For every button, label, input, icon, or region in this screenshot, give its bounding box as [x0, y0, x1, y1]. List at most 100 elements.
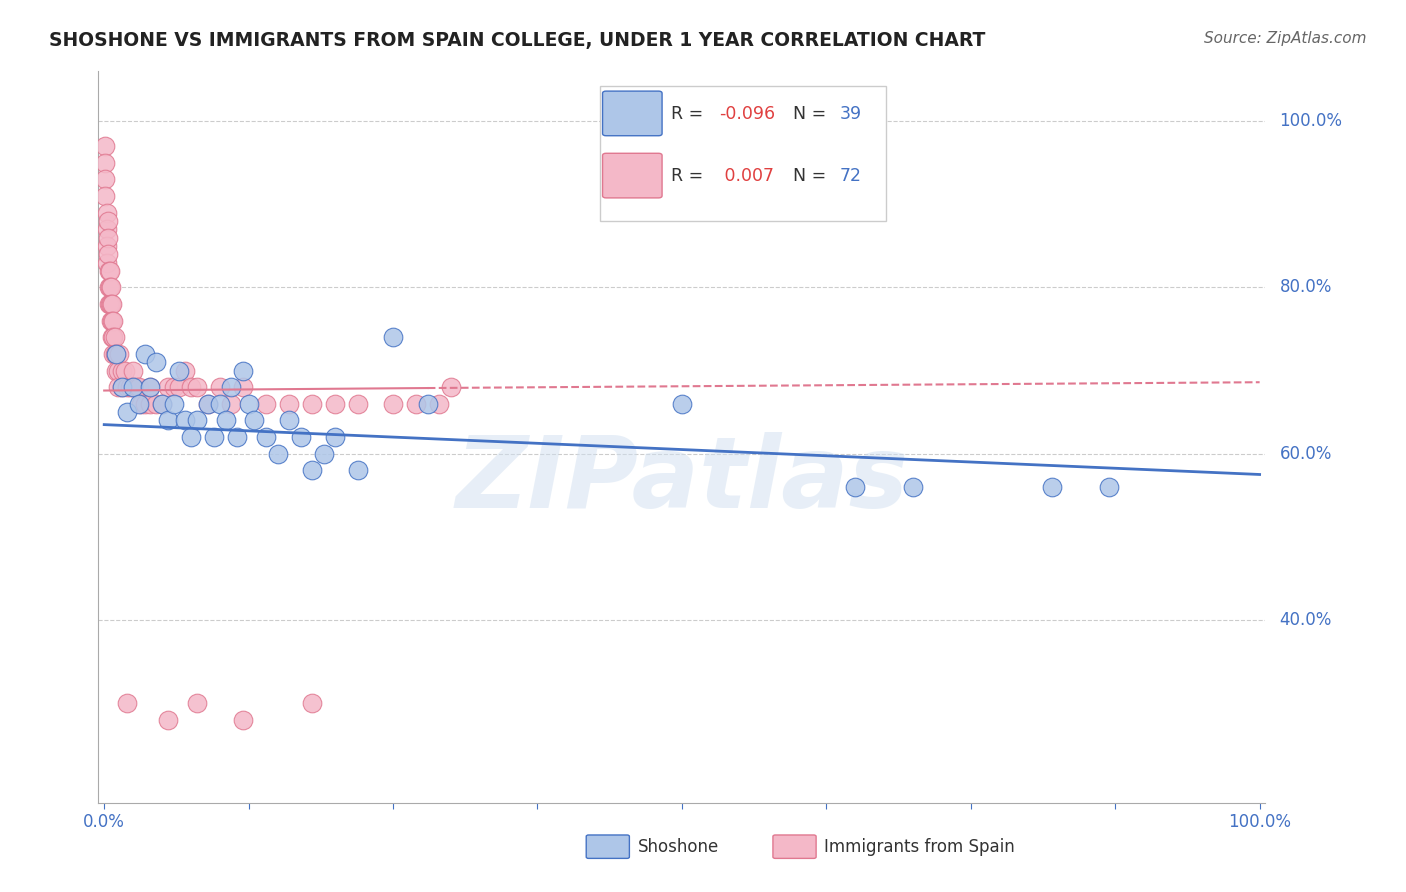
FancyBboxPatch shape: [600, 86, 886, 221]
Point: [347, 463, 370, 477]
Point: [97, 247, 120, 261]
Text: 39: 39: [839, 104, 862, 123]
Point: [122, 380, 145, 394]
Point: [197, 397, 219, 411]
Point: [94, 156, 117, 170]
Point: [103, 347, 125, 361]
Point: [98, 280, 121, 294]
Point: [103, 330, 125, 344]
Point: [266, 447, 288, 461]
Point: [180, 430, 202, 444]
Point: [101, 314, 124, 328]
Point: [107, 380, 129, 394]
Point: [97, 280, 120, 294]
Point: [96, 239, 118, 253]
Point: [150, 397, 173, 411]
Point: [186, 413, 208, 427]
Text: 72: 72: [839, 167, 862, 185]
Point: [101, 330, 124, 344]
Point: [97, 214, 120, 228]
Point: [145, 397, 167, 411]
Point: [405, 397, 427, 411]
Point: [254, 397, 277, 411]
Point: [180, 380, 202, 394]
Point: [104, 330, 127, 344]
Point: [117, 696, 139, 710]
Point: [232, 380, 254, 394]
Point: [301, 397, 323, 411]
Point: [169, 363, 191, 377]
Point: [98, 264, 121, 278]
Point: [100, 297, 122, 311]
Point: [1098, 480, 1121, 494]
Point: [128, 397, 150, 411]
Point: [94, 172, 117, 186]
Point: [301, 463, 323, 477]
Point: [156, 413, 179, 427]
Text: N =: N =: [793, 104, 831, 123]
Point: [312, 447, 335, 461]
FancyBboxPatch shape: [586, 835, 630, 858]
Point: [243, 413, 266, 427]
Point: [186, 696, 208, 710]
Point: [169, 380, 191, 394]
Point: [145, 355, 167, 369]
Point: [110, 380, 132, 394]
Point: [118, 380, 141, 394]
Point: [110, 380, 132, 394]
FancyBboxPatch shape: [773, 835, 815, 858]
Point: [382, 330, 405, 344]
Point: [254, 430, 277, 444]
Point: [114, 363, 136, 377]
Text: SHOSHONE VS IMMIGRANTS FROM SPAIN COLLEGE, UNDER 1 YEAR CORRELATION CHART: SHOSHONE VS IMMIGRANTS FROM SPAIN COLLEG…: [49, 31, 986, 50]
Point: [96, 222, 118, 236]
Point: [98, 297, 121, 311]
Point: [129, 397, 152, 411]
Point: [232, 713, 254, 727]
Point: [221, 397, 243, 411]
FancyBboxPatch shape: [603, 153, 662, 198]
Point: [100, 280, 122, 294]
Point: [139, 397, 162, 411]
Point: [214, 413, 236, 427]
Point: [347, 397, 370, 411]
Text: 40.0%: 40.0%: [1279, 611, 1331, 629]
Text: N =: N =: [793, 167, 831, 185]
Point: [416, 397, 439, 411]
Point: [208, 380, 231, 394]
Point: [94, 139, 117, 153]
Point: [122, 380, 145, 394]
Point: [1040, 480, 1063, 494]
Point: [107, 363, 129, 377]
Point: [156, 380, 179, 394]
Point: [103, 314, 125, 328]
Point: [186, 380, 208, 394]
Text: Immigrants from Spain: Immigrants from Spain: [824, 838, 1015, 855]
Point: [162, 397, 184, 411]
Point: [844, 480, 866, 494]
Point: [301, 696, 323, 710]
Text: 60.0%: 60.0%: [1279, 445, 1331, 463]
Point: [208, 397, 231, 411]
Text: 100.0%: 100.0%: [1279, 112, 1343, 130]
Text: 80.0%: 80.0%: [1279, 278, 1331, 296]
Point: [134, 397, 156, 411]
Point: [139, 380, 162, 394]
Point: [104, 347, 127, 361]
Point: [440, 380, 463, 394]
Point: [290, 430, 312, 444]
Point: [110, 363, 132, 377]
Point: [97, 297, 120, 311]
Point: [671, 397, 693, 411]
Point: [125, 380, 148, 394]
Point: [197, 397, 219, 411]
Point: [108, 347, 131, 361]
Point: [117, 380, 139, 394]
Point: [97, 264, 120, 278]
Point: [278, 397, 301, 411]
Point: [101, 297, 124, 311]
Text: Shoshone: Shoshone: [637, 838, 718, 855]
Point: [323, 397, 346, 411]
Point: [128, 380, 150, 394]
Point: [427, 397, 450, 411]
